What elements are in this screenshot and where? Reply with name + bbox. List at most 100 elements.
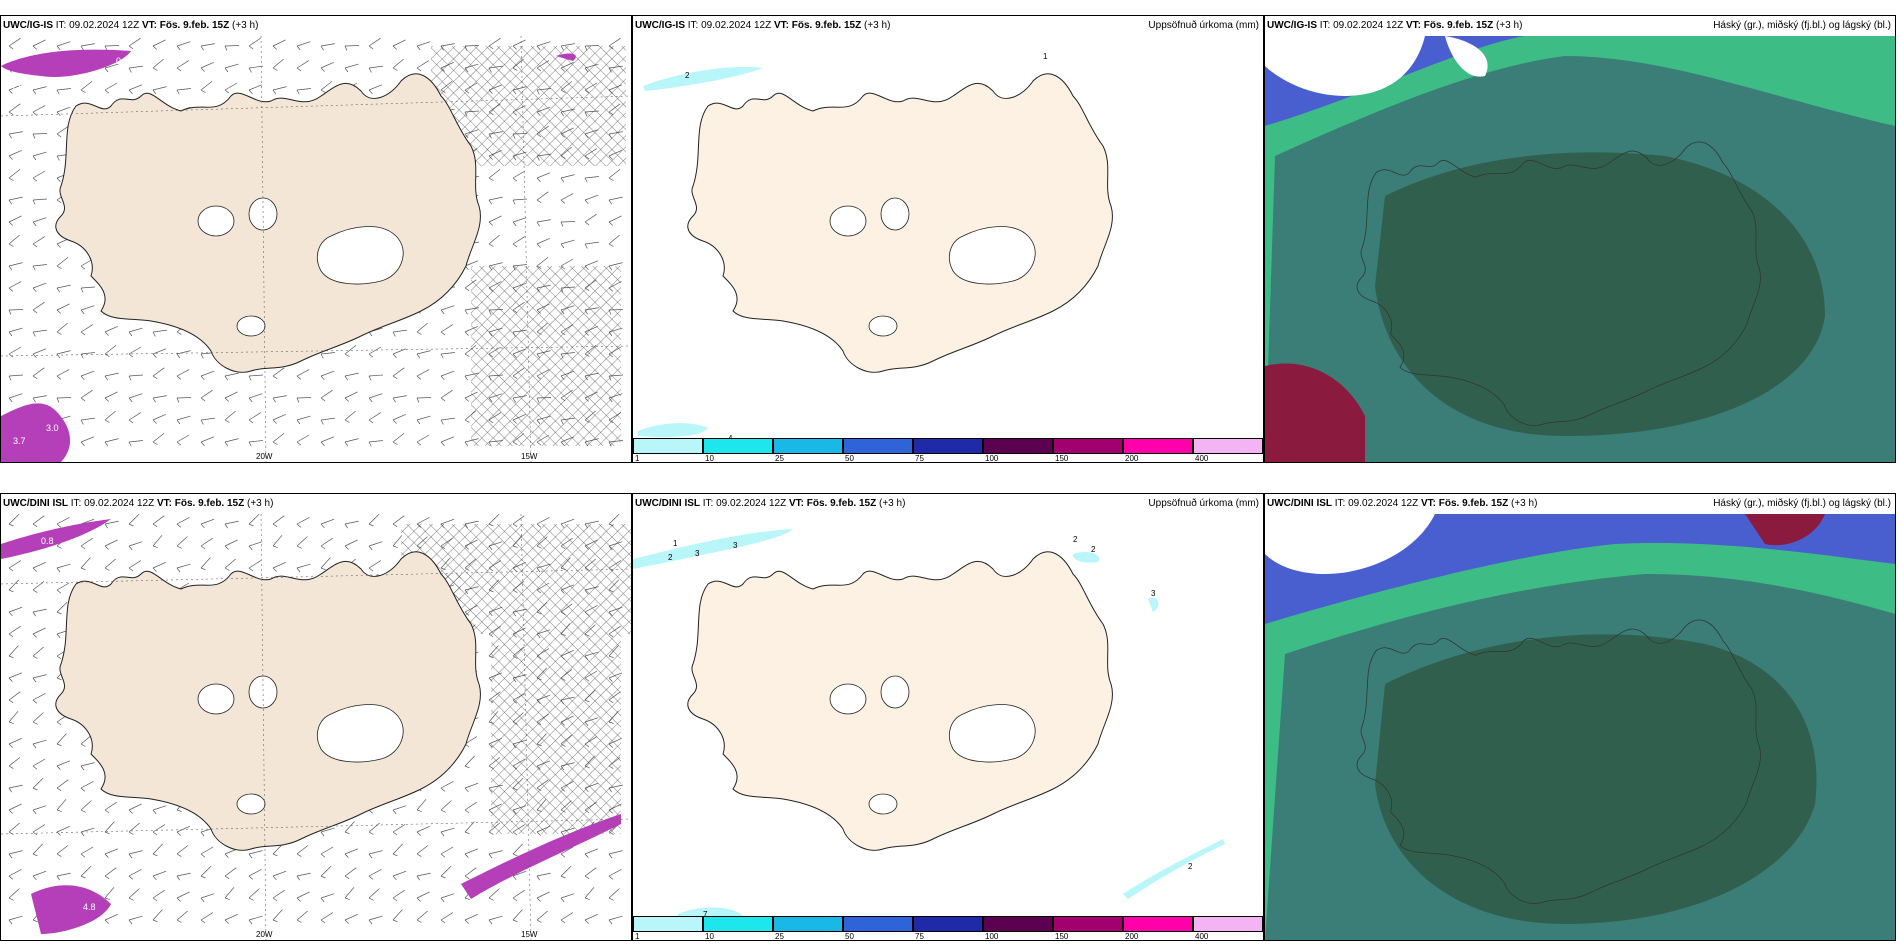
wind-barb-flag: [32, 809, 37, 815]
wind-barb-flag: [104, 419, 110, 423]
colorbar-tick: 10: [705, 454, 714, 463]
wind-barb: [320, 81, 333, 91]
wind-barb-flag: [344, 523, 348, 529]
panel-header: UWC/DINI ISL IT: 09.02.2024 12Z VT: Fös.…: [633, 494, 1263, 514]
wind-barb: [32, 870, 47, 877]
wind-barb-flag: [368, 397, 373, 403]
wind-barb: [464, 867, 477, 877]
wind-barb-flag: [344, 353, 350, 357]
wind-barb: [368, 37, 381, 47]
wind-barb-flag: [128, 441, 132, 447]
wind-barb: [272, 870, 287, 877]
wind-barb: [104, 391, 118, 399]
precip-map-svg: 1 2 3 3 2 2 3 7 2: [633, 514, 1263, 940]
wind-barb: [608, 37, 621, 47]
wind-barb: [128, 541, 143, 547]
wind-barb: [272, 515, 285, 525]
wind-barb-flag: [200, 441, 205, 446]
colorbar-segment: [703, 438, 773, 454]
wind-barb: [488, 37, 501, 47]
panel-title: Háský (gr.), miðský (fj.bl.) og lágský (…: [1713, 498, 1891, 509]
panel-header: UWC/IG-IS IT: 09.02.2024 12Z VT: Fös. 9.…: [1265, 16, 1895, 36]
wind-barb-flag: [464, 765, 470, 769]
wind-barb-flag: [176, 375, 182, 380]
wind-barb: [224, 82, 238, 91]
wind-barb: [368, 440, 383, 443]
wind-barb-flag: [8, 155, 13, 160]
wind-barb: [8, 84, 23, 91]
wind-barb-flag: [584, 875, 590, 879]
wind-barb-flag: [80, 831, 85, 837]
wind-label: 3.0: [46, 423, 59, 433]
wind-barb: [200, 912, 214, 921]
colorbar-tick: 400: [1195, 454, 1209, 463]
wind-barb: [128, 393, 143, 399]
wind-barb: [440, 893, 455, 899]
wind-barb-flag: [368, 545, 373, 551]
cloud-map-svg: [1265, 36, 1895, 462]
wind-barb-flag: [440, 309, 445, 315]
wind-barb-flag: [32, 89, 37, 95]
colorbar-segment: [633, 916, 703, 932]
vt-label: VT:: [141, 20, 157, 31]
wind-barb-flag: [464, 919, 469, 924]
wind-barb: [584, 176, 599, 179]
wind-barb-flag: [392, 523, 398, 527]
wind-barb: [32, 758, 46, 767]
wind-barb: [392, 348, 407, 355]
wind-barb: [464, 45, 480, 47]
precip-label: 1: [1043, 52, 1048, 61]
wind-barb: [128, 440, 143, 443]
wind-barb: [200, 389, 213, 399]
wind-barb: [8, 850, 23, 855]
wind-barb: [224, 45, 240, 47]
init-time: 09.02.2024 12Z: [1348, 498, 1419, 509]
wind-barb-flag: [8, 853, 13, 859]
wind-barb: [8, 915, 23, 921]
wind-barb: [104, 325, 118, 333]
wind-barb-flag: [440, 809, 446, 813]
wind-barb-flag: [32, 243, 38, 248]
wind-barb: [512, 170, 526, 179]
wind-barb-flag: [464, 419, 470, 423]
wind-barb: [176, 563, 191, 569]
wind-barb: [200, 846, 214, 855]
wind-barb-flag: [8, 177, 14, 181]
wind-barb: [320, 912, 334, 921]
wind-barb-flag: [32, 331, 36, 337]
valid-time: Fös. 9.feb. 15Z: [1438, 498, 1509, 509]
wind-barb-flag: [56, 89, 60, 95]
wind-barb: [56, 872, 71, 877]
wind-barb: [224, 520, 239, 525]
wind-barb-flag: [464, 831, 470, 835]
wind-barb: [104, 887, 115, 899]
wind-barb: [392, 329, 407, 333]
wind-barb-flag: [128, 545, 133, 551]
panel-title: Uppsöfnuð úrkoma (mm): [1148, 20, 1259, 31]
lon-label: 15W: [521, 452, 538, 461]
wind-barb: [176, 825, 190, 833]
wind-barb: [392, 870, 407, 877]
wind-barb-flag: [8, 523, 14, 527]
wind-barb: [8, 393, 23, 399]
wind-barb-flag: [224, 89, 230, 94]
wind-barb-flag: [8, 611, 13, 617]
wind-barb: [200, 417, 215, 421]
wind-barb: [32, 282, 47, 289]
wind-barb: [152, 535, 163, 547]
wind-barb-flag: [296, 545, 302, 549]
colorbar-segment: [983, 438, 1053, 454]
wind-barb-flag: [416, 441, 422, 446]
wind-barb: [80, 866, 92, 877]
wind-barb: [200, 518, 215, 525]
wind-barb-flag: [296, 875, 300, 881]
wind-barb-flag: [248, 567, 254, 572]
wind-barb: [8, 103, 21, 113]
wind-barb-flag: [80, 809, 86, 813]
wind-barb-flag: [368, 419, 374, 424]
wind-barb: [416, 60, 430, 69]
colorbar-segment: [1123, 438, 1193, 454]
wind-barb-flag: [104, 897, 110, 900]
wind-barb-flag: [416, 809, 422, 812]
wind-barb: [8, 262, 23, 267]
